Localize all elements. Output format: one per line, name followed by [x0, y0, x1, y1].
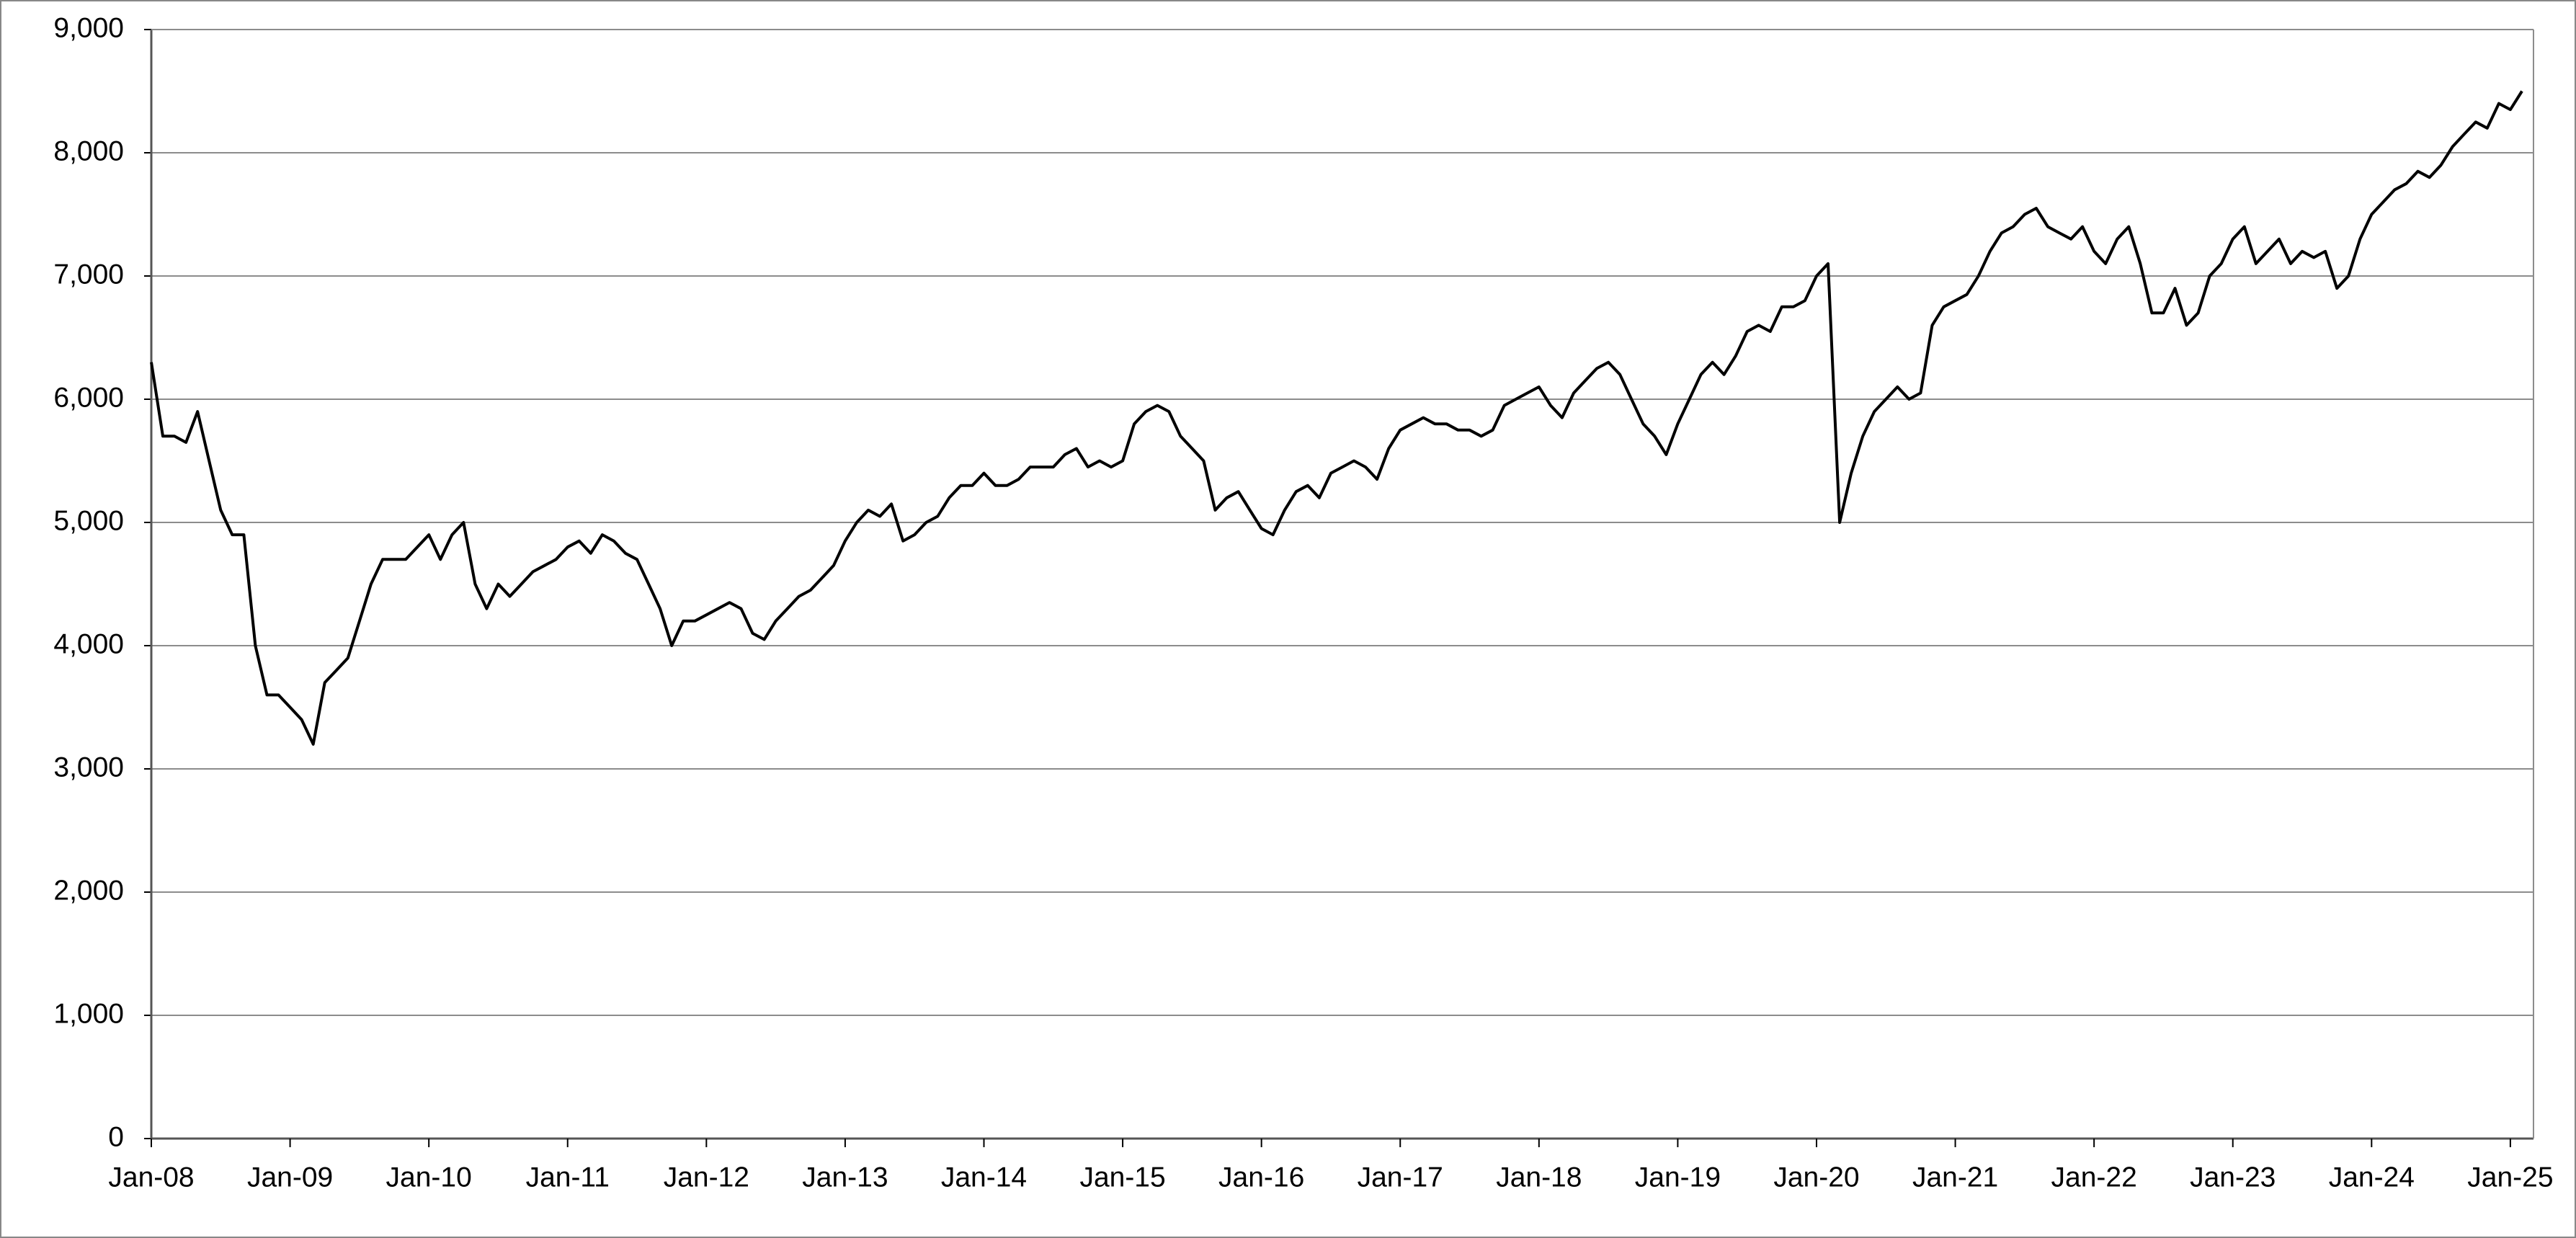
- y-tick-label: 4,000: [53, 628, 124, 659]
- x-tick-label: Jan-20: [1773, 1162, 1859, 1193]
- y-tick-label: 0: [108, 1121, 124, 1152]
- x-tick-label: Jan-16: [1218, 1162, 1304, 1193]
- y-tick-label: 3,000: [53, 752, 124, 783]
- x-tick-label: Jan-12: [664, 1162, 749, 1193]
- y-tick-label: 6,000: [53, 382, 124, 413]
- x-tick-label: Jan-10: [386, 1162, 472, 1193]
- y-tick-label: 1,000: [53, 998, 124, 1029]
- x-tick-label: Jan-09: [247, 1162, 333, 1193]
- y-tick-label: 5,000: [53, 505, 124, 536]
- y-tick-label: 8,000: [53, 135, 124, 166]
- x-tick-label: Jan-15: [1079, 1162, 1165, 1193]
- x-tick-label: Jan-11: [526, 1162, 610, 1193]
- x-tick-label: Jan-13: [802, 1162, 888, 1193]
- x-tick-label: Jan-08: [108, 1162, 194, 1193]
- x-tick-label: Jan-14: [941, 1162, 1027, 1193]
- x-tick-label: Jan-19: [1635, 1162, 1721, 1193]
- y-tick-label: 9,000: [53, 12, 124, 43]
- price-line: [150, 90, 2523, 746]
- x-tick-label: Jan-23: [2190, 1162, 2276, 1193]
- x-tick-label: Jan-22: [2051, 1162, 2137, 1193]
- y-tick-label: 2,000: [53, 875, 124, 906]
- y-tick-label: 7,000: [53, 259, 124, 290]
- x-tick-label: Jan-17: [1358, 1162, 1443, 1193]
- x-tick-label: Jan-21: [1912, 1162, 1998, 1193]
- x-tick-label: Jan-24: [2329, 1162, 2415, 1193]
- x-tick-label: Jan-25: [2467, 1162, 2553, 1193]
- x-tick-label: Jan-18: [1496, 1162, 1582, 1193]
